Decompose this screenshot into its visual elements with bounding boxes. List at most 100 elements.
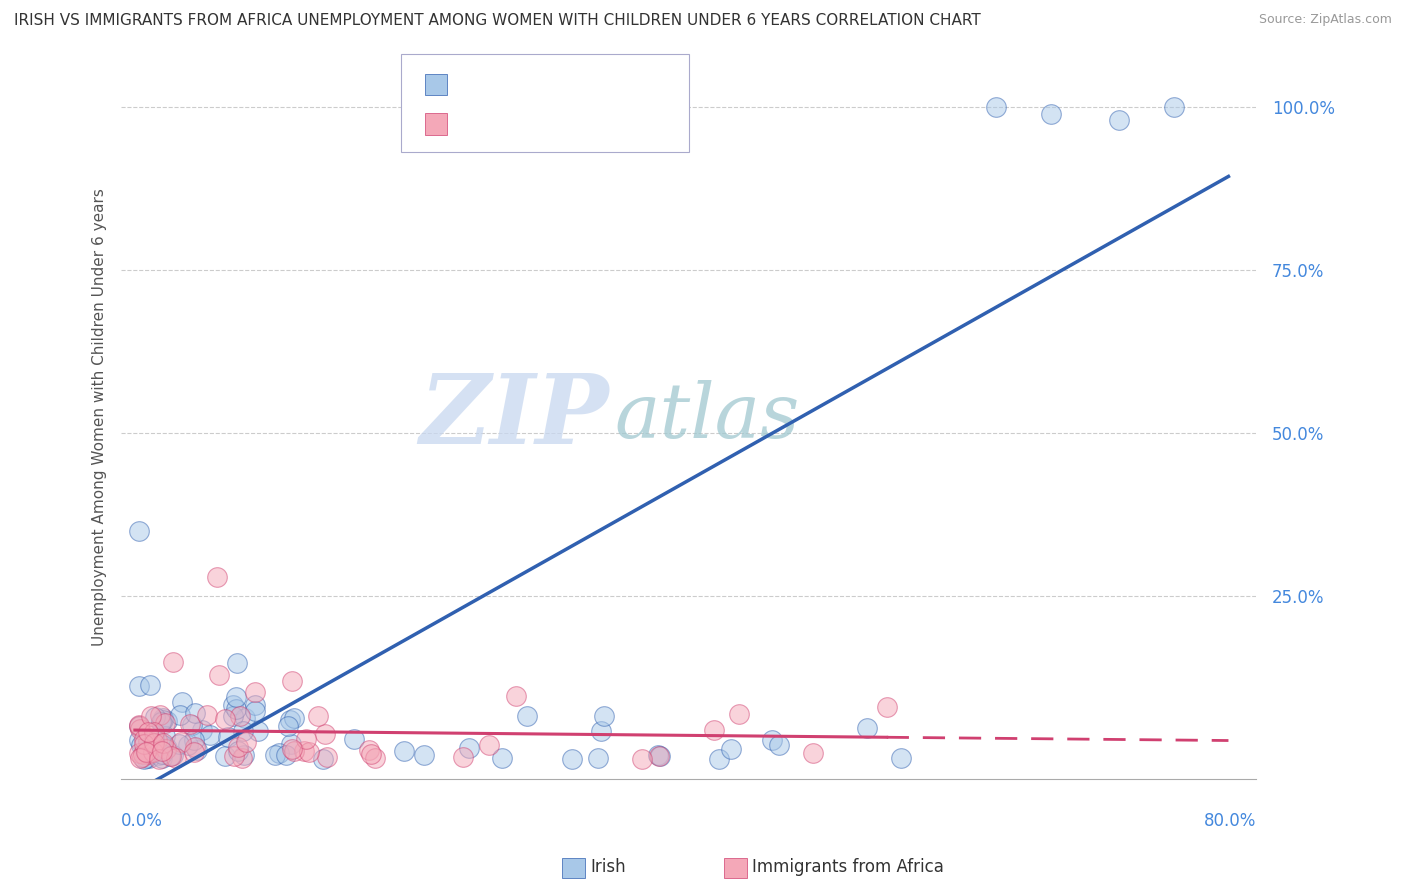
Point bbox=[136, 725, 159, 739]
Point bbox=[283, 744, 305, 758]
Point bbox=[148, 736, 170, 750]
Point bbox=[364, 751, 387, 765]
Point bbox=[232, 724, 254, 739]
Point bbox=[298, 745, 321, 759]
Point bbox=[152, 738, 174, 752]
Point bbox=[491, 751, 513, 765]
Text: atlas: atlas bbox=[614, 380, 800, 454]
Text: N =: N = bbox=[548, 76, 582, 90]
Point bbox=[155, 729, 177, 743]
Point bbox=[312, 751, 335, 765]
Text: 63: 63 bbox=[602, 113, 624, 131]
Point bbox=[128, 718, 150, 732]
Point bbox=[315, 750, 337, 764]
Point bbox=[152, 747, 174, 761]
Point bbox=[360, 747, 382, 761]
Point bbox=[229, 708, 252, 723]
Point bbox=[343, 731, 366, 746]
Point bbox=[184, 740, 207, 755]
Point bbox=[245, 704, 267, 718]
Point bbox=[648, 748, 671, 763]
Point bbox=[136, 733, 159, 747]
Point bbox=[478, 738, 501, 752]
Point bbox=[359, 743, 381, 757]
Point bbox=[235, 734, 257, 748]
Point bbox=[1163, 100, 1185, 114]
Point bbox=[264, 747, 287, 762]
Text: -0.061: -0.061 bbox=[492, 113, 551, 131]
Point bbox=[190, 723, 212, 738]
Point bbox=[207, 570, 229, 584]
Point bbox=[176, 739, 198, 753]
Point bbox=[128, 746, 150, 760]
Point bbox=[214, 712, 236, 726]
Text: Irish: Irish bbox=[591, 858, 626, 876]
Text: 80.0%: 80.0% bbox=[1204, 812, 1256, 830]
Point bbox=[142, 739, 165, 753]
Point bbox=[149, 715, 172, 730]
Point bbox=[131, 750, 153, 764]
Point bbox=[149, 708, 172, 723]
Point bbox=[152, 736, 174, 750]
Point bbox=[1039, 107, 1062, 121]
Point bbox=[160, 749, 183, 764]
Point bbox=[222, 698, 245, 712]
Point bbox=[226, 656, 249, 670]
Point bbox=[630, 751, 652, 765]
Point bbox=[132, 732, 155, 747]
Point bbox=[150, 751, 173, 765]
Point bbox=[159, 748, 181, 763]
Point bbox=[243, 685, 266, 699]
Point bbox=[184, 706, 207, 721]
Point bbox=[707, 752, 730, 766]
Point bbox=[155, 714, 177, 728]
Point bbox=[148, 747, 170, 762]
Point bbox=[768, 738, 790, 752]
Point bbox=[761, 733, 783, 747]
Text: 0.0%: 0.0% bbox=[121, 812, 163, 830]
Point bbox=[167, 737, 190, 751]
Point bbox=[134, 744, 156, 758]
Point bbox=[150, 744, 173, 758]
Text: N =: N = bbox=[562, 115, 596, 129]
Text: R =: R = bbox=[453, 76, 486, 90]
Point bbox=[129, 723, 152, 737]
Point bbox=[135, 745, 157, 759]
Point bbox=[648, 748, 671, 763]
Point bbox=[180, 718, 202, 732]
Point bbox=[720, 742, 742, 756]
Point bbox=[278, 713, 301, 727]
Point bbox=[458, 740, 481, 755]
Point bbox=[183, 745, 205, 759]
Point bbox=[561, 752, 583, 766]
Point bbox=[170, 696, 193, 710]
Point bbox=[143, 736, 166, 750]
Point bbox=[588, 751, 610, 765]
Point bbox=[413, 747, 436, 762]
Point bbox=[505, 689, 527, 703]
Text: 84: 84 bbox=[588, 74, 610, 92]
Point bbox=[267, 746, 290, 760]
Point bbox=[128, 719, 150, 733]
Point bbox=[155, 741, 177, 756]
Point bbox=[128, 680, 150, 694]
Point bbox=[516, 709, 538, 723]
Point bbox=[231, 750, 253, 764]
Text: R =: R = bbox=[453, 115, 486, 129]
Point bbox=[128, 751, 150, 765]
Point bbox=[307, 709, 329, 723]
Point bbox=[142, 732, 165, 747]
Text: IRISH VS IMMIGRANTS FROM AFRICA UNEMPLOYMENT AMONG WOMEN WITH CHILDREN UNDER 6 Y: IRISH VS IMMIGRANTS FROM AFRICA UNEMPLOY… bbox=[14, 13, 981, 29]
Point bbox=[728, 707, 751, 722]
Text: Source: ZipAtlas.com: Source: ZipAtlas.com bbox=[1258, 13, 1392, 27]
Point bbox=[142, 745, 165, 759]
Point bbox=[283, 711, 305, 725]
Point bbox=[222, 708, 245, 723]
Point bbox=[152, 713, 174, 727]
Point bbox=[217, 730, 239, 744]
Point bbox=[225, 690, 247, 704]
Point bbox=[138, 751, 160, 765]
Text: 0.656: 0.656 bbox=[492, 74, 544, 92]
Point bbox=[592, 709, 614, 723]
Point bbox=[132, 747, 155, 761]
